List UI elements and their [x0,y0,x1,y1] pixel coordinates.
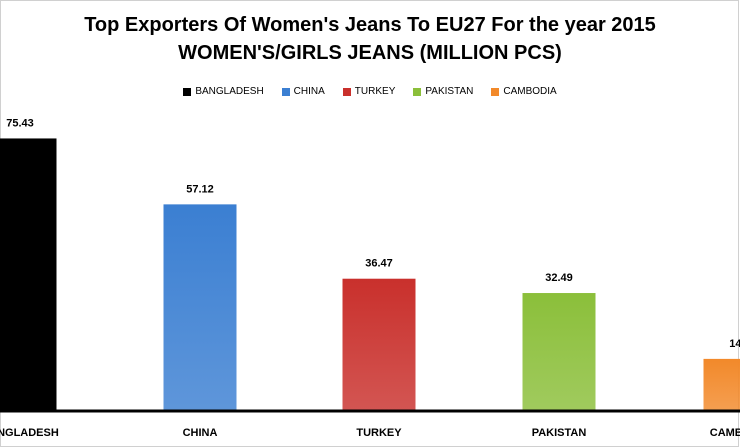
category-tick-label: CAMBODIA [710,427,740,439]
bar-bangladesh [0,138,57,410]
legend-label: PAKISTAN [425,86,474,97]
legend-item-china: CHINA [281,86,325,97]
chart-title: Top Exporters Of Women's Jeans To EU27 F… [84,14,656,36]
legend-label: CAMBODIA [503,86,557,97]
legend-swatch [413,87,422,96]
bar-cambodia [703,358,740,410]
legend-item-cambodia: CAMBODIA [491,86,557,97]
legend-item-turkey: TURKEY [342,86,396,97]
legend-swatch [342,87,351,96]
data-label: 36.47 [365,258,393,270]
bar-turkey [342,278,416,410]
data-label: 75.43 [6,117,34,129]
data-label: 57.12 [186,183,214,195]
legend-label: CHINA [293,86,325,97]
bar-china [163,204,237,410]
legend-swatch [281,87,290,96]
legend-swatch [491,87,500,96]
category-tick-label: BANGLADESH [0,427,59,439]
legend-item-bangladesh: BANGLADESH [183,86,264,97]
category-tick-label: PAKISTAN [532,427,587,439]
category-tick-label: TURKEY [356,427,402,439]
data-label: 32.49 [545,272,573,284]
chart-legend: BANGLADESH CHINA TURKEY PAKISTAN CAMBODIA [0,86,740,97]
chart-subtitle: WOMEN'S/GIRLS JEANS (MILLION PCS) [178,42,562,64]
legend-label: BANGLADESH [195,86,264,97]
legend-item-pakistan: PAKISTAN [413,86,473,97]
legend-swatch [183,87,192,96]
legend-label: TURKEY [354,86,396,97]
data-label: 14.2 [729,338,740,350]
bar-pakistan [522,293,596,410]
category-tick-label: CHINA [183,427,218,439]
